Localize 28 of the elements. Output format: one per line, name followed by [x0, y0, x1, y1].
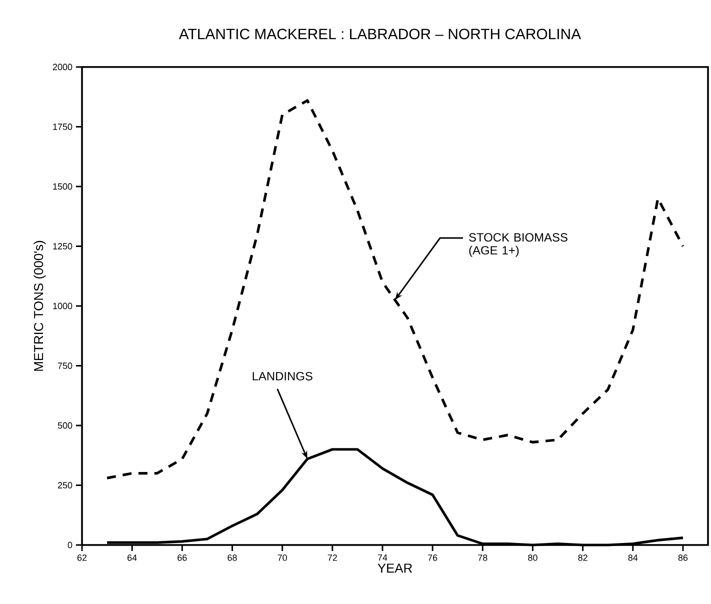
y-tick-label: 1750	[53, 124, 72, 130]
x-tick-label: 76	[428, 554, 438, 561]
y-axis-title: METRIC TONS (000's)	[34, 240, 46, 371]
x-tick-label: 74	[378, 554, 388, 561]
y-tick-label: 750	[58, 362, 72, 369]
x-tick-label: 70	[278, 554, 287, 561]
y-tick-label: 0	[68, 542, 72, 548]
y-tick-label: 500	[58, 422, 72, 429]
x-tick-label: 72	[328, 554, 337, 561]
y-tick-label: 1500	[53, 183, 72, 190]
y-tick-label: 1000	[53, 302, 72, 310]
y-tick-label: 1250	[53, 243, 72, 250]
chart-title: ATLANTIC MACKEREL : LABRADOR – NORTH CAROLINA	[178, 28, 582, 40]
x-tick-label: 84	[628, 554, 638, 561]
line-series	[106, 99, 684, 480]
x-tick-label: 64	[128, 554, 137, 561]
x-tick-label: 68	[228, 554, 237, 561]
x-tick-label: 78	[478, 554, 488, 561]
x-tick-label: 86	[678, 554, 688, 561]
annotation: STOCK BIOMASS (AGE 1+)	[469, 233, 568, 257]
x-tick-label: 82	[578, 554, 588, 561]
annotation: LANDINGS	[252, 372, 312, 380]
y-tick-label: 250	[58, 482, 72, 488]
y-tick-label: 2000	[52, 64, 72, 70]
x-tick-label: 62	[77, 554, 87, 561]
x-tick-label: 66	[178, 554, 187, 561]
x-tick-label: 80	[528, 554, 538, 561]
x-axis-title: YEAR	[378, 564, 412, 573]
